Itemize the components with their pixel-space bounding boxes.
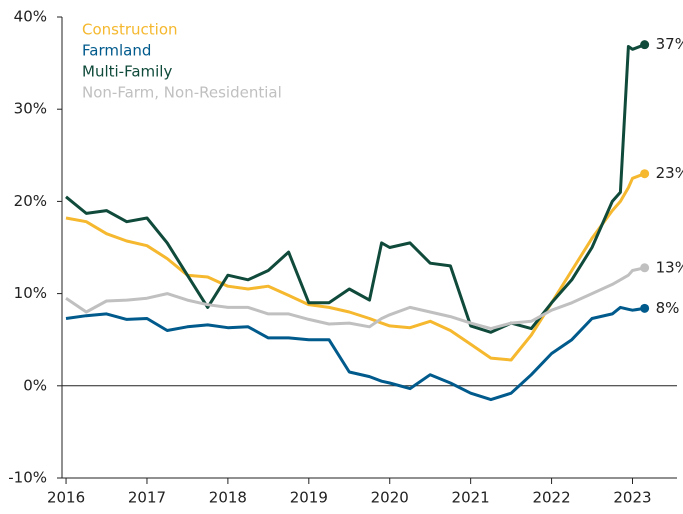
y-tick-label: 10% xyxy=(14,284,47,302)
y-tick-label: 40% xyxy=(14,8,47,26)
end-dot xyxy=(640,303,650,313)
series-line xyxy=(65,172,646,362)
series-line xyxy=(65,266,645,331)
y-tick-label: 20% xyxy=(14,192,47,210)
x-tick-label: 2020 xyxy=(371,489,409,507)
x-tick-label: 2018 xyxy=(209,489,247,507)
end-label: 13% xyxy=(656,258,683,276)
end-dot xyxy=(640,40,650,50)
end-label: 8% xyxy=(656,299,680,317)
y-tick-label: 0% xyxy=(23,376,47,394)
legend-entry: Multi-Family xyxy=(82,63,172,81)
x-tick-label: 2021 xyxy=(452,489,490,507)
end-dot xyxy=(640,263,650,273)
x-tick-label: 2019 xyxy=(290,489,328,507)
y-tick-label: -10% xyxy=(8,469,47,487)
x-tick-label: 2022 xyxy=(532,489,570,507)
x-tick-label: 2023 xyxy=(613,489,651,507)
legend-entry: Farmland xyxy=(82,42,151,60)
series-line xyxy=(65,43,646,334)
end-label: 23% xyxy=(656,164,683,182)
x-tick-label: 2016 xyxy=(47,489,85,507)
y-tick-label: 30% xyxy=(14,100,47,118)
series-line xyxy=(65,305,645,402)
end-label: 37% xyxy=(656,35,683,53)
x-tick-label: 2017 xyxy=(128,489,166,507)
legend-entry: Construction xyxy=(82,21,178,39)
legend-entry: Non-Farm, Non-Residential xyxy=(82,84,282,102)
end-dot xyxy=(640,169,650,179)
